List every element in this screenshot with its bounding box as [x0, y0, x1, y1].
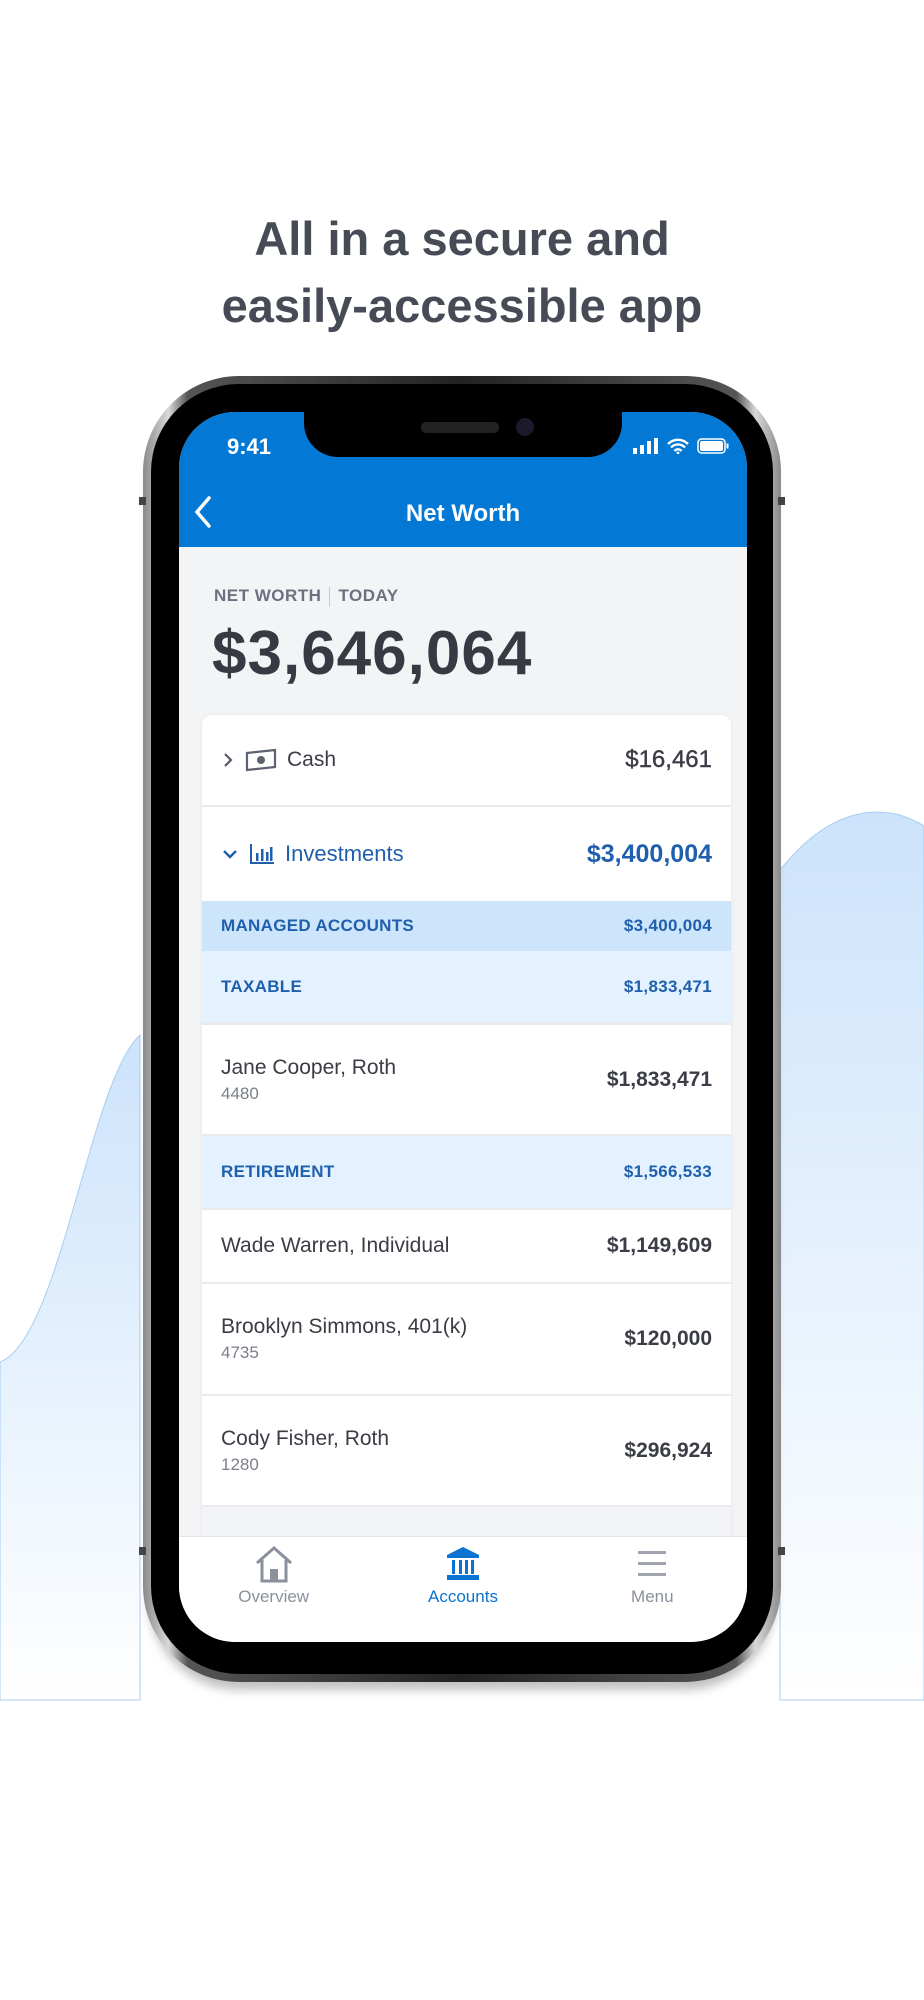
group-header-retirement[interactable]: RETIREMENT $1,566,533	[202, 1136, 731, 1210]
bar-chart-icon	[250, 844, 274, 864]
phone-button	[778, 1547, 785, 1555]
headline-line-1: All in a secure and	[254, 212, 670, 265]
investments-amount: $3,400,004	[586, 839, 712, 868]
page-title: Net Worth	[405, 500, 521, 527]
account-name: Jane Cooper, Roth	[221, 1055, 397, 1079]
chevron-down-icon	[223, 850, 237, 859]
tab-menu[interactable]: Menu	[558, 1537, 747, 1642]
account-name: Wade Warren, Individual	[221, 1234, 450, 1257]
account-amount: $1,149,609	[606, 1234, 712, 1257]
battery-icon	[697, 438, 729, 454]
tab-overview[interactable]: Overview	[179, 1537, 368, 1642]
account-row[interactable]: Cody Fisher, Roth 1280 $296,924	[202, 1396, 731, 1507]
account-name: Cody Fisher, Roth	[221, 1426, 390, 1450]
cash-icon	[245, 748, 277, 772]
category-row-cash[interactable]: Cash $16,461	[202, 715, 731, 807]
phone-button	[139, 497, 146, 505]
status-time: 9:41	[227, 434, 272, 459]
group-header-taxable[interactable]: TAXABLE $1,833,471	[202, 951, 731, 1025]
phone-button	[778, 497, 785, 505]
cash-amount: $16,461	[625, 746, 712, 773]
retirement-amount: $1,566,533	[623, 1162, 712, 1181]
account-row[interactable]: Jane Cooper, Roth 4480 $1,833,471	[202, 1025, 731, 1136]
net-worth-breakdown: Cash $16,461 Investments $3,400,004 MANA…	[202, 715, 731, 1615]
bank-icon	[446, 1547, 479, 1580]
managed-amount: $3,400,004	[623, 916, 712, 935]
net-worth-label: NET WORTH TODAY	[214, 586, 399, 607]
net-worth-total: $3,646,064	[212, 619, 533, 688]
app-screen: 9:41 Net Worth NET WORTH TODAY $3,646,064…	[179, 412, 747, 1642]
back-button[interactable]	[191, 494, 215, 536]
chevron-right-icon	[224, 753, 233, 767]
account-number: 1280	[221, 1454, 259, 1474]
tab-label: Overview	[238, 1587, 310, 1606]
signal-icon	[633, 438, 658, 454]
tab-label: Menu	[631, 1587, 674, 1606]
chevron-left-icon	[194, 496, 211, 528]
wifi-icon	[667, 438, 689, 454]
tab-label: Accounts	[428, 1587, 498, 1606]
tab-accounts[interactable]: Accounts	[368, 1537, 557, 1642]
tab-bar: Overview Accounts Menu	[179, 1536, 747, 1642]
headline: All in a secure and easily-accessible ap…	[0, 205, 924, 339]
notch	[304, 412, 622, 457]
menu-icon	[638, 1551, 667, 1576]
investments-label: Investments	[285, 841, 404, 866]
nav-bar: 9:41 Net Worth	[179, 412, 747, 547]
managed-accounts-header[interactable]: MANAGED ACCOUNTS $3,400,004	[202, 901, 731, 951]
taxable-amount: $1,833,471	[623, 976, 712, 996]
taxable-label: TAXABLE	[221, 976, 303, 996]
net-worth-label-text: NET WORTH	[214, 586, 322, 605]
account-number: 4480	[221, 1083, 259, 1103]
retirement-label: RETIREMENT	[221, 1162, 335, 1181]
account-amount: $120,000	[624, 1327, 712, 1350]
account-amount: $296,924	[624, 1438, 712, 1462]
home-icon	[255, 1545, 292, 1583]
account-amount: $1,833,471	[606, 1067, 712, 1091]
account-row[interactable]: Brooklyn Simmons, 401(k) 4735 $120,000	[202, 1284, 731, 1396]
period-label[interactable]: TODAY	[338, 586, 399, 605]
headline-line-2: easily-accessible app	[221, 279, 703, 332]
account-row[interactable]: Wade Warren, Individual $1,149,609	[202, 1210, 731, 1284]
account-name: Brooklyn Simmons, 401(k)	[221, 1315, 468, 1338]
status-icons	[633, 438, 729, 454]
cash-label: Cash	[287, 748, 337, 771]
account-number: 4735	[221, 1343, 259, 1362]
phone-button	[139, 1547, 146, 1555]
category-row-investments[interactable]: Investments $3,400,004	[202, 807, 731, 901]
managed-label: MANAGED ACCOUNTS	[221, 916, 415, 935]
